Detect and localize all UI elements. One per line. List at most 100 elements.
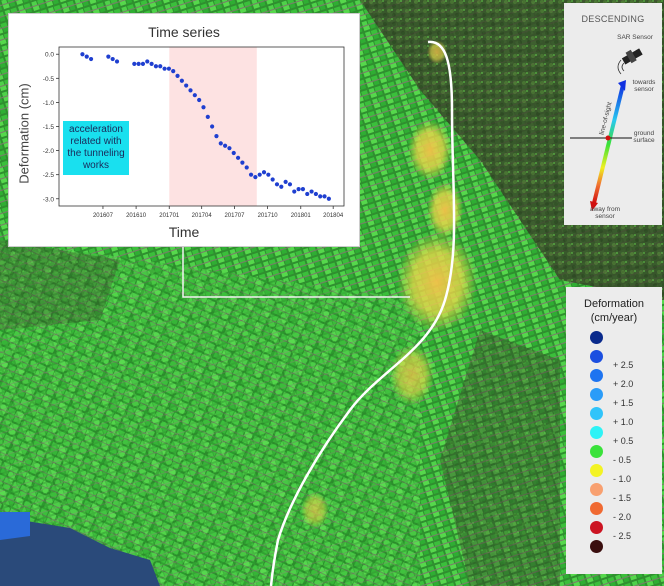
descending-title: DESCENDING [581, 14, 645, 24]
legend-label: - 2.5 [613, 531, 632, 541]
data-point [218, 141, 223, 146]
legend-label: - 1.5 [613, 493, 632, 503]
data-point [197, 97, 202, 103]
data-point [313, 191, 318, 197]
legend-swatch [590, 388, 603, 401]
legend-label: + 0.5 [613, 436, 634, 446]
x-tick-label: 201707 [224, 213, 245, 219]
legend-swatch [590, 521, 603, 534]
legend-swatch [590, 502, 603, 515]
data-point [270, 177, 275, 182]
tunnel-path [269, 40, 456, 586]
legend-item: + 2.5 [566, 350, 662, 370]
legend-item [566, 540, 662, 553]
towards-sensor-label: towards sensor [632, 79, 656, 93]
legend-item: + 0.5 [566, 426, 662, 446]
x-tick-label: 201804 [323, 213, 344, 219]
time-series-panel: Time series Deformation (cm) Time 0.0 -0.… [8, 13, 360, 247]
line-of-sight-diagram [570, 48, 643, 211]
legend-swatch [590, 464, 603, 477]
data-point [114, 59, 120, 64]
data-point [227, 146, 232, 151]
x-tick-label: 201607 [93, 213, 114, 219]
descending-panel: DESCENDING SAR Sensor towards sensor lin… [564, 3, 662, 225]
legend-item: - 1.5 [566, 483, 662, 503]
data-point [162, 66, 167, 71]
legend-swatch [590, 540, 603, 553]
legend-item: - 1.0 [566, 464, 662, 484]
legend-swatch [590, 331, 603, 344]
data-point [166, 66, 171, 71]
x-tick-label: 201801 [291, 213, 312, 219]
data-point [305, 191, 310, 197]
data-point [274, 182, 280, 187]
ground-surface-label: ground surface [633, 130, 655, 144]
data-point [153, 64, 159, 69]
data-point [184, 83, 189, 88]
data-point [84, 54, 89, 59]
legend-label: + 2.0 [613, 379, 634, 389]
legend-swatch [590, 407, 603, 420]
data-point [171, 68, 176, 74]
legend-label: + 1.5 [613, 398, 634, 408]
legend-swatch [590, 483, 603, 496]
legend-swatch [590, 350, 603, 363]
x-tick-label: 201710 [258, 213, 279, 219]
data-point [240, 160, 245, 165]
legend-title: Deformation (cm/year) [584, 298, 644, 324]
y-tick-label: -0.5 [43, 76, 55, 83]
data-point [179, 78, 184, 83]
data-point [201, 105, 206, 110]
acceleration-annotation: acceleration related with the tunneling … [63, 121, 129, 175]
y-tick-label: -1.5 [43, 124, 55, 131]
legend-item [566, 331, 662, 344]
data-point [80, 52, 85, 57]
away-arrow-icon [590, 201, 598, 211]
data-point [188, 88, 193, 93]
legend-item: - 0.5 [566, 445, 662, 465]
sar-sensor-label: SAR Sensor [617, 34, 653, 41]
legend-label: + 1.0 [613, 417, 634, 427]
data-point [110, 56, 115, 62]
x-axis-label: Time [168, 224, 200, 240]
data-point [214, 134, 219, 139]
data-point [222, 143, 228, 148]
data-point [235, 155, 241, 160]
data-point [309, 189, 314, 194]
data-point [205, 114, 210, 119]
data-point [231, 150, 236, 156]
data-point [287, 182, 293, 187]
legend-item: - 2.5 [566, 521, 662, 541]
legend-item: + 1.0 [566, 407, 662, 427]
x-tick-label: 201610 [126, 213, 147, 219]
data-point [261, 170, 267, 175]
data-point [140, 61, 146, 66]
legend-swatch [590, 426, 603, 439]
legend-swatch [590, 445, 603, 458]
data-point [322, 194, 327, 199]
towards-arrow-icon [618, 80, 626, 91]
data-point [292, 189, 297, 194]
legend-item: - 2.0 [566, 502, 662, 522]
legend-label: - 1.0 [613, 474, 632, 484]
away-from-sensor-label: away from sensor [590, 206, 620, 220]
data-point [326, 196, 331, 201]
time-series-chart: 0.0 -0.5 -1.0 -1.5 -2.0 -2.5 -3.0 201607 201610 2… [43, 46, 345, 219]
y-tick-label: 0.0 [45, 52, 54, 59]
data-point [88, 56, 94, 62]
x-tick-label: 201701 [159, 213, 180, 219]
deformation-legend: Deformation (cm/year) + 2.5 + 2.0 + 1.5 + 1… [566, 287, 662, 574]
y-tick-label: -2.0 [43, 148, 55, 155]
sar-satellite-icon [617, 48, 643, 75]
legend-item: + 2.0 [566, 369, 662, 389]
data-point [279, 184, 284, 189]
data-point [158, 64, 163, 69]
data-point [266, 172, 271, 177]
y-tick-label: -3.0 [43, 196, 55, 203]
time-series-title: Time series [148, 24, 220, 40]
x-tick-label: 201704 [192, 213, 213, 219]
data-point [145, 59, 150, 64]
legend-label: - 2.0 [613, 512, 632, 522]
legend-label: - 0.5 [613, 455, 632, 465]
data-point [248, 172, 254, 177]
